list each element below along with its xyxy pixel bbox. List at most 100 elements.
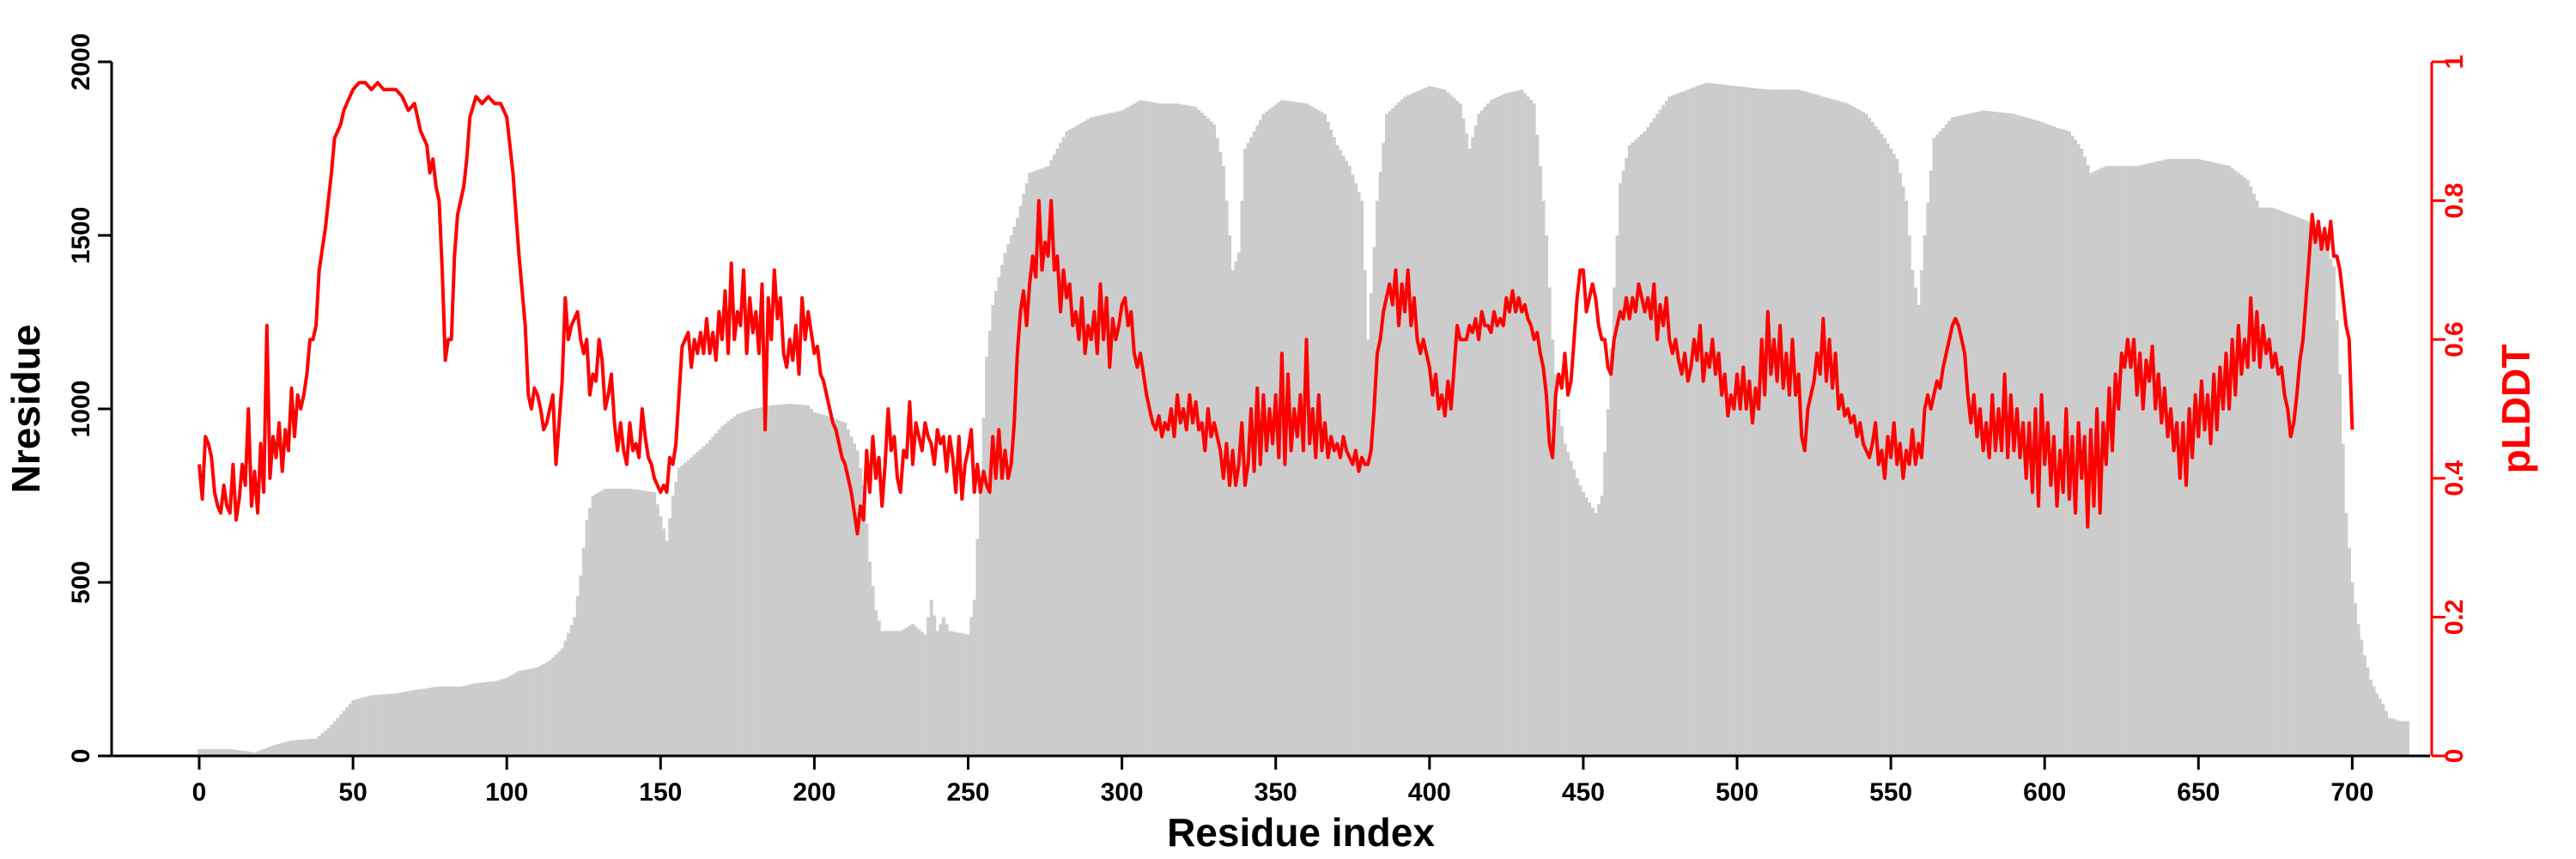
nresidue-bar bbox=[1572, 469, 1577, 756]
nresidue-bar bbox=[2208, 161, 2213, 757]
nresidue-bar bbox=[1569, 460, 1573, 756]
nresidue-bar bbox=[2323, 243, 2327, 757]
nresidue-bar bbox=[927, 617, 931, 756]
nresidue-bar bbox=[2200, 159, 2203, 756]
nresidue-bar bbox=[1059, 143, 1063, 756]
nresidue-bar bbox=[631, 489, 635, 756]
nresidue-bar bbox=[729, 418, 733, 756]
nresidue-bar bbox=[649, 491, 653, 756]
nresidue-bar bbox=[342, 710, 346, 756]
nresidue-bar bbox=[2156, 161, 2160, 757]
nresidue-bar bbox=[785, 404, 789, 756]
nresidue-bar bbox=[1535, 134, 1540, 757]
nresidue-bar bbox=[216, 748, 220, 756]
nresidue-bar bbox=[1086, 119, 1091, 756]
nresidue-bar bbox=[351, 700, 355, 756]
nresidue-bar bbox=[2163, 159, 2166, 756]
nresidue-bar bbox=[1643, 131, 1647, 757]
nresidue-bar bbox=[197, 748, 202, 756]
nresidue-bar bbox=[1852, 107, 1856, 756]
nresidue-bar bbox=[634, 489, 638, 756]
left-y-axis-title: Nresidue bbox=[3, 325, 48, 494]
nresidue-bar bbox=[437, 686, 441, 756]
nresidue-bar bbox=[1428, 86, 1431, 756]
nresidue-bar bbox=[385, 694, 389, 756]
nresidue-bar bbox=[1369, 293, 1373, 757]
nresidue-bar bbox=[2160, 160, 2164, 757]
nresidue-bar bbox=[831, 417, 835, 756]
nresidue-bar bbox=[293, 740, 297, 756]
nresidue-bar bbox=[1662, 105, 1666, 756]
right-y-tick-label: 1 bbox=[2440, 55, 2469, 70]
nresidue-bar bbox=[1686, 89, 1690, 756]
nresidue-bar bbox=[2119, 166, 2123, 756]
nresidue-bar bbox=[987, 331, 992, 756]
nresidue-bar bbox=[523, 669, 527, 756]
nresidue-bar bbox=[1833, 100, 1838, 756]
nresidue-bar bbox=[868, 561, 872, 756]
x-tick-label: 0 bbox=[192, 778, 207, 807]
nresidue-bar bbox=[1729, 85, 1733, 757]
nresidue-bar bbox=[1286, 101, 1291, 756]
nresidue-bar bbox=[1935, 134, 1939, 757]
nresidue-bar bbox=[2224, 165, 2228, 756]
nresidue-bar bbox=[1621, 170, 1625, 757]
nresidue-bar bbox=[1716, 83, 1721, 757]
nresidue-bar bbox=[1129, 105, 1133, 756]
nresidue-bar bbox=[1680, 92, 1684, 756]
nresidue-bar bbox=[1139, 100, 1143, 756]
nresidue-bar bbox=[219, 748, 223, 756]
nresidue-bar bbox=[2111, 166, 2115, 756]
nresidue-bar bbox=[1157, 103, 1161, 757]
nresidue-bar bbox=[1016, 217, 1019, 757]
nresidue-bar bbox=[2113, 166, 2117, 756]
nresidue-bar bbox=[1415, 91, 1419, 757]
left-y-tick-label: 1000 bbox=[67, 381, 95, 438]
nresidue-bar bbox=[917, 629, 921, 756]
nresidue-bar bbox=[2304, 220, 2308, 756]
x-tick-label: 500 bbox=[1716, 778, 1759, 807]
nresidue-bar bbox=[295, 740, 300, 756]
nresidue-bar bbox=[1425, 87, 1429, 757]
nresidue-bar bbox=[939, 624, 943, 756]
nresidue-bar bbox=[1794, 89, 1798, 756]
nresidue-bar bbox=[896, 631, 900, 756]
nresidue-bar bbox=[923, 634, 927, 756]
nresidue-bar bbox=[1077, 124, 1081, 757]
nresidue-bar bbox=[797, 404, 801, 756]
nresidue-bar bbox=[345, 707, 349, 756]
nresidue-bar bbox=[699, 448, 702, 756]
nresidue-bar bbox=[2024, 117, 2028, 756]
nresidue-bar bbox=[914, 626, 918, 756]
nresidue-bar bbox=[1495, 97, 1499, 756]
nresidue-bar bbox=[1944, 124, 1948, 757]
nresidue-bar bbox=[2381, 704, 2385, 756]
nresidue-bar bbox=[1382, 143, 1386, 756]
nresidue-bar bbox=[268, 746, 272, 756]
nresidue-bar bbox=[2037, 120, 2041, 756]
nresidue-bar bbox=[2002, 113, 2007, 756]
nresidue-bar bbox=[612, 488, 617, 756]
nresidue-bar bbox=[1950, 117, 1954, 756]
nresidue-bar bbox=[760, 406, 764, 756]
nresidue-bar bbox=[542, 663, 546, 756]
right-y-tick-label: 0.2 bbox=[2440, 600, 2469, 636]
nresidue-bar bbox=[1341, 155, 1346, 756]
nresidue-bar bbox=[1243, 149, 1247, 756]
nresidue-bar bbox=[1532, 103, 1536, 757]
nresidue-bar bbox=[1775, 89, 1779, 756]
nresidue-bar bbox=[2332, 266, 2336, 756]
nresidue-bar bbox=[1003, 253, 1007, 756]
nresidue-bar bbox=[243, 751, 247, 756]
nresidue-bar bbox=[2172, 159, 2176, 756]
nresidue-bar bbox=[1421, 88, 1425, 756]
nresidue-bar bbox=[213, 748, 216, 756]
nresidue-bar bbox=[720, 426, 725, 756]
nresidue-bar bbox=[1092, 116, 1097, 756]
nresidue-bar bbox=[1182, 104, 1186, 756]
nresidue-bar bbox=[834, 419, 838, 756]
nresidue-bar bbox=[643, 490, 647, 756]
nresidue-bar bbox=[1108, 113, 1112, 757]
nresidue-bar bbox=[1584, 497, 1589, 756]
nresidue-bar bbox=[628, 488, 632, 756]
